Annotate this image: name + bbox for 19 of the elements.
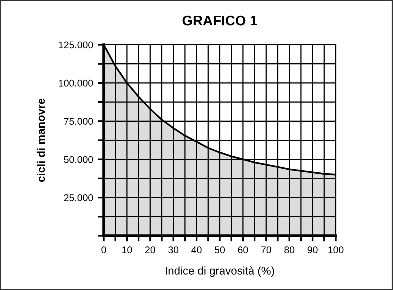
x-axis-title: Indice di gravosità (%): [166, 266, 274, 278]
x-tick-label: 0: [102, 246, 106, 254]
chart-title: GRAFICO 1: [182, 16, 258, 26]
y-tick-label: 50.000: [64, 156, 94, 164]
y-axis-title: cicli di manovre: [36, 98, 46, 182]
x-tick-label: 70: [261, 246, 272, 254]
y-tick-label: 25.000: [64, 194, 94, 202]
x-tick-label: 100: [328, 246, 344, 254]
x-tick-label: 30: [168, 246, 179, 254]
x-tick-label: 40: [192, 246, 202, 254]
x-tick-label: 60: [238, 246, 248, 254]
y-tick-label: 125.000: [59, 42, 94, 49]
y-tick-label: 100.000: [59, 80, 94, 87]
x-tick-label: 10: [122, 246, 132, 254]
x-tick-label: 50: [214, 246, 226, 254]
x-tick-label: 80: [284, 246, 295, 254]
y-tick-label: 75.000: [64, 118, 94, 126]
x-tick-label: 20: [145, 246, 156, 254]
x-tick-label: 90: [308, 246, 318, 254]
